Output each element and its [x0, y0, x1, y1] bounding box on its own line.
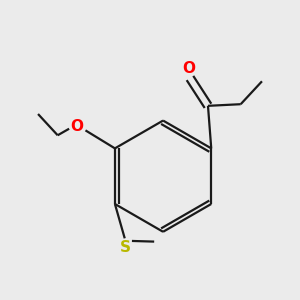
Text: O: O	[182, 61, 195, 76]
Text: S: S	[120, 240, 131, 255]
Text: O: O	[70, 118, 83, 134]
